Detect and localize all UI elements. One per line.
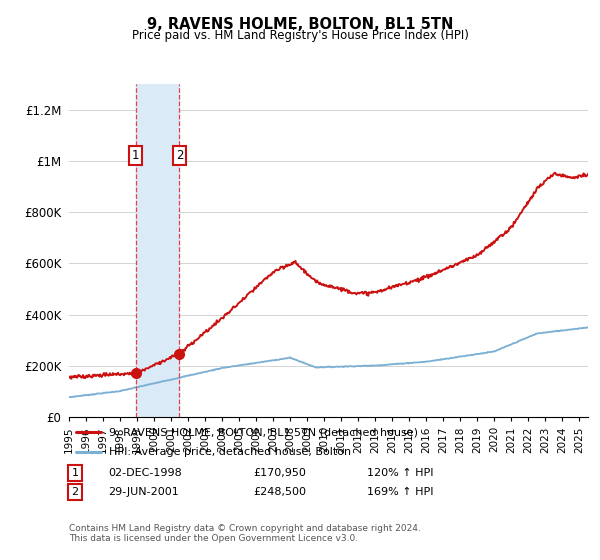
- Text: 2: 2: [71, 487, 79, 497]
- Text: 29-JUN-2001: 29-JUN-2001: [108, 487, 179, 497]
- Text: 1: 1: [132, 150, 139, 162]
- Text: HPI: Average price, detached house, Bolton: HPI: Average price, detached house, Bolt…: [109, 446, 351, 456]
- Bar: [136, 84, 179, 417]
- Text: £170,950: £170,950: [253, 468, 306, 478]
- Text: 2: 2: [176, 150, 183, 162]
- Text: £248,500: £248,500: [253, 487, 306, 497]
- Text: 120% ↑ HPI: 120% ↑ HPI: [367, 468, 434, 478]
- Text: 02-DEC-1998: 02-DEC-1998: [108, 468, 182, 478]
- Text: 1: 1: [71, 468, 79, 478]
- Text: 169% ↑ HPI: 169% ↑ HPI: [367, 487, 434, 497]
- Text: Contains HM Land Registry data © Crown copyright and database right 2024.
This d: Contains HM Land Registry data © Crown c…: [69, 524, 421, 543]
- Text: 9, RAVENS HOLME, BOLTON, BL1 5TN: 9, RAVENS HOLME, BOLTON, BL1 5TN: [147, 17, 453, 32]
- Text: 9, RAVENS HOLME, BOLTON, BL1 5TN (detached house): 9, RAVENS HOLME, BOLTON, BL1 5TN (detach…: [109, 427, 418, 437]
- Text: Price paid vs. HM Land Registry's House Price Index (HPI): Price paid vs. HM Land Registry's House …: [131, 29, 469, 42]
